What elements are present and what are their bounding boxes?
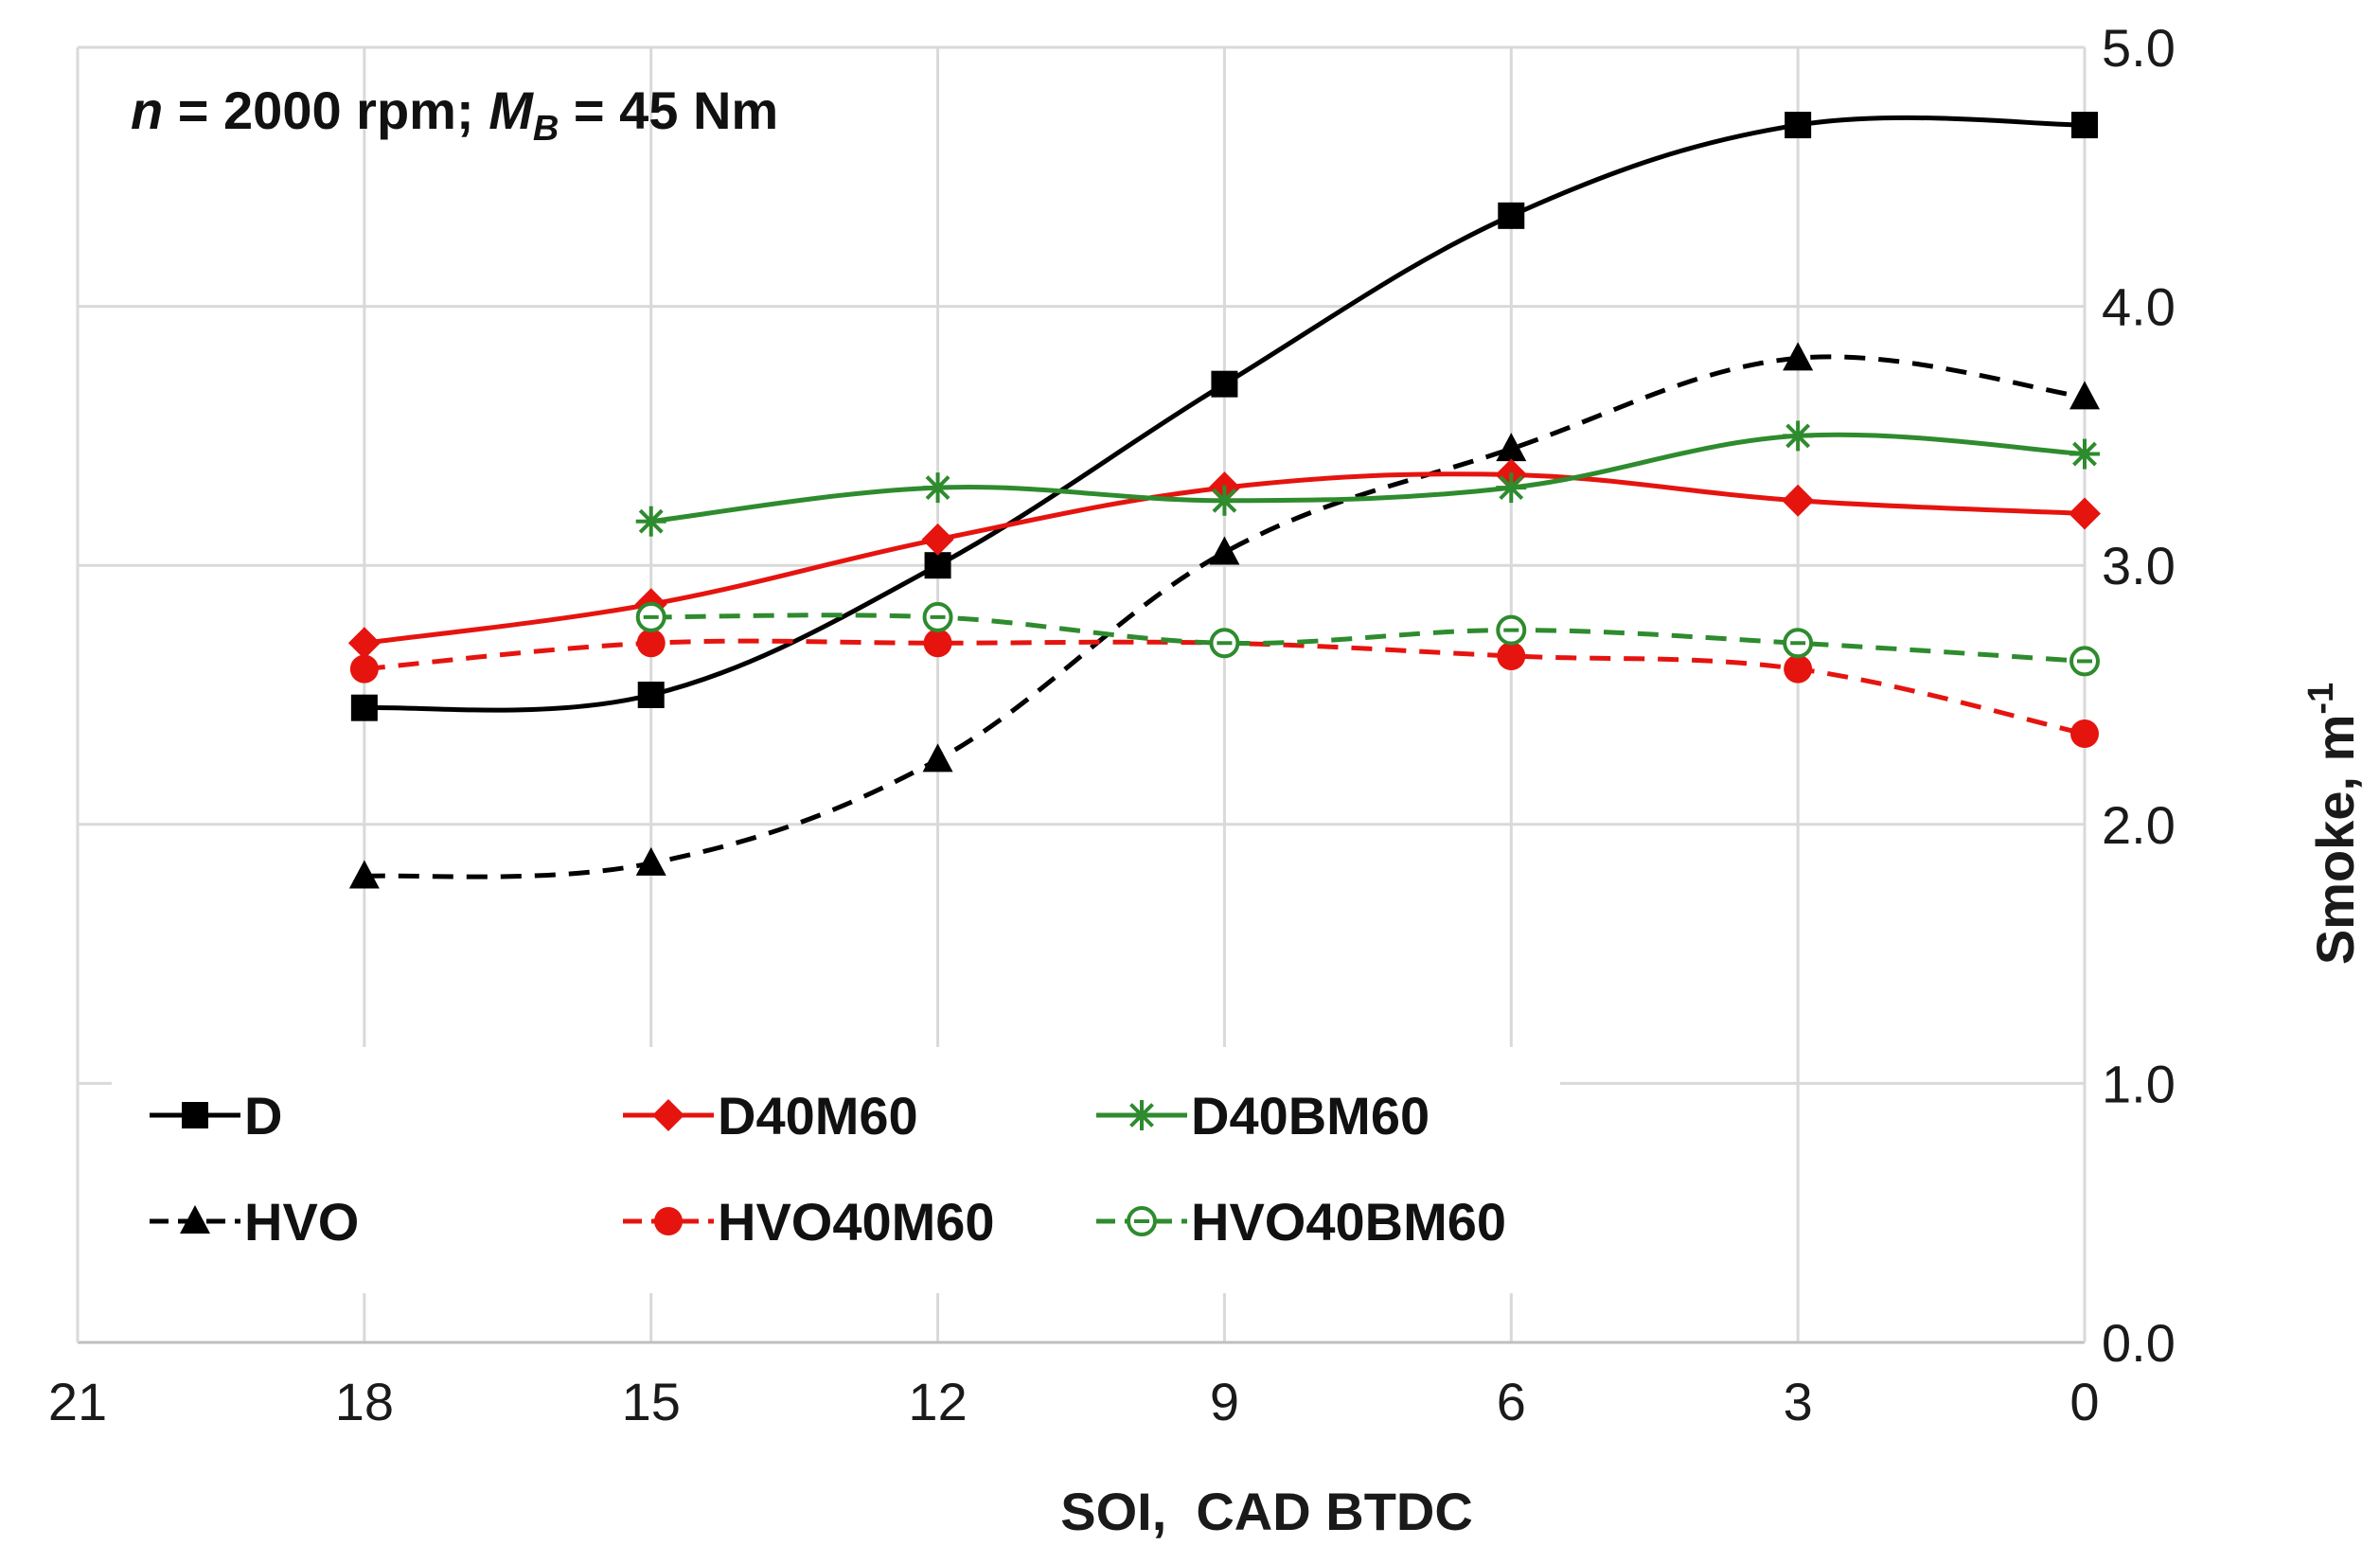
data-point <box>635 506 666 537</box>
legend-label: HVO40M60 <box>718 1192 995 1252</box>
data-point <box>347 627 381 660</box>
legend-swatch-marker <box>1127 1206 1157 1236</box>
series-hvo <box>348 342 2100 889</box>
data-point <box>349 654 379 684</box>
data-point <box>348 860 380 889</box>
data-point <box>1783 342 1814 371</box>
data-point <box>923 629 952 658</box>
data-point <box>2069 381 2100 410</box>
annotation-m-subscript: B <box>533 109 559 149</box>
data-point <box>1211 370 1238 398</box>
y-axis-title: Smoke, m-1 <box>2301 683 2365 965</box>
x-tick-label: 18 <box>335 1372 394 1431</box>
x-tick-label: 0 <box>2069 1372 2099 1431</box>
series-line <box>650 432 2086 524</box>
legend-item-d40bm60: D40BM60 <box>1096 1086 1430 1146</box>
legend-background <box>112 1047 1560 1293</box>
annotation-n-symbol: n <box>131 80 163 140</box>
y-tick-label: 1.0 <box>2102 1054 2176 1113</box>
star-stroke <box>1499 475 1524 501</box>
x-axis-title: SOI, CAD BTDC <box>1060 1482 1473 1541</box>
legend-label: HVO <box>244 1192 359 1252</box>
data-point <box>1209 485 1240 516</box>
y-tick-label: 0.0 <box>2102 1313 2176 1373</box>
data-point <box>637 682 665 708</box>
data-point <box>1496 472 1527 504</box>
x-tick-label: 21 <box>48 1372 107 1431</box>
y-tick-label: 4.0 <box>2102 277 2176 337</box>
star-stroke <box>638 508 664 534</box>
legend-item-d40m60: D40M60 <box>623 1086 918 1146</box>
data-point <box>2070 719 2099 749</box>
data-point <box>1782 484 1815 517</box>
legend-item-d: D <box>150 1086 282 1146</box>
data-point <box>924 552 951 579</box>
data-point <box>350 694 378 721</box>
star-stroke <box>2072 441 2097 467</box>
legend-swatch-marker <box>1127 1100 1157 1130</box>
data-point <box>636 629 666 658</box>
annotation-n-value: = 2000 rpm; <box>163 80 488 140</box>
data-point <box>1784 654 1813 684</box>
data-point <box>2069 438 2100 470</box>
legend-item-hvo40m60: HVO40M60 <box>623 1192 995 1252</box>
data-point <box>2069 646 2100 677</box>
data-point <box>922 743 953 773</box>
data-point <box>1498 202 1525 229</box>
legend-swatch-marker <box>654 1207 683 1235</box>
series-hvo40bm60 <box>635 601 2100 677</box>
legend-label: HVO40BM60 <box>1191 1192 1506 1252</box>
data-point <box>1209 628 1240 659</box>
x-tick-label: 6 <box>1497 1372 1526 1431</box>
legend-label: D40M60 <box>718 1086 918 1146</box>
data-point <box>1496 614 1527 646</box>
data-point <box>2069 497 2101 530</box>
data-point <box>2071 112 2098 139</box>
y-axis-title-text: Smoke, m <box>2305 715 2365 966</box>
annotation-m-value: = 45 Nm <box>559 80 778 140</box>
data-point <box>1783 628 1814 659</box>
legend: D D40M60 D40BM60 HVO HVO40M60 HVO40BM60 <box>150 1086 1506 1252</box>
data-point <box>1497 641 1526 670</box>
axes: 0.0 1.0 2.0 3.0 4.0 5.0 21 18 15 12 9 6 3 0 <box>48 18 2176 1431</box>
annotation-m-symbol: M <box>488 80 534 140</box>
data-point <box>1783 420 1814 452</box>
legend-label: D <box>244 1086 282 1146</box>
x-tick-label: 15 <box>622 1372 681 1431</box>
star-stroke <box>925 475 950 501</box>
legend-item-hvo: HVO <box>150 1192 359 1252</box>
data-point <box>635 846 666 876</box>
legend-item-hvo40bm60: HVO40BM60 <box>1096 1192 1506 1252</box>
x-tick-label: 3 <box>1784 1372 1813 1431</box>
series-line <box>650 613 2086 664</box>
series <box>347 112 2101 889</box>
legend-swatch-marker <box>182 1102 208 1128</box>
condition-annotation: n = 2000 rpm; MB = 45 Nm <box>131 80 778 149</box>
star-stroke <box>1212 488 1237 513</box>
star-stroke <box>1129 1103 1154 1128</box>
data-point <box>1785 112 1812 139</box>
series-d <box>350 112 2098 721</box>
data-point <box>1209 536 1240 565</box>
y-axis-title-superscript: -1 <box>2301 683 2341 715</box>
y-tick-label: 5.0 <box>2102 18 2176 78</box>
data-point <box>922 472 953 504</box>
data-point <box>635 601 666 632</box>
star-stroke <box>1785 423 1811 449</box>
data-point <box>922 601 953 632</box>
x-tick-label: 9 <box>1210 1372 1239 1431</box>
data-point <box>1496 433 1527 462</box>
data-point <box>921 523 954 556</box>
x-tick-label: 12 <box>908 1372 967 1431</box>
legend-swatch-marker <box>180 1205 210 1234</box>
legend-swatch-marker <box>652 1099 684 1131</box>
y-tick-label: 2.0 <box>2102 795 2176 855</box>
y-tick-label: 3.0 <box>2102 536 2176 595</box>
legend-label: D40BM60 <box>1191 1086 1430 1146</box>
series-d40bm60 <box>635 420 2100 537</box>
